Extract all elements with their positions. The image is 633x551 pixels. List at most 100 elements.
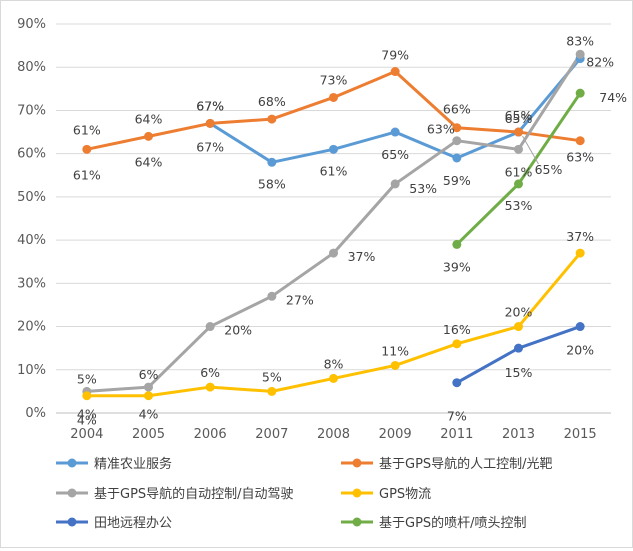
label-leader-line: [522, 135, 539, 165]
data-label: 15%: [505, 365, 533, 380]
legend-label: 精准农业服务: [94, 456, 172, 472]
data-point: [452, 239, 462, 249]
data-label: 37%: [348, 249, 376, 264]
data-point: [390, 127, 400, 137]
legend-item[interactable]: 基于GPS的喷杆/喷头控制: [341, 515, 527, 531]
y-tick-label: 70%: [17, 103, 46, 118]
data-label: 27%: [286, 292, 314, 307]
data-label: 6%: [139, 367, 159, 382]
data-label: 61%: [73, 167, 101, 182]
data-label: 63%: [427, 122, 455, 137]
legend-item[interactable]: GPS物流: [341, 487, 431, 502]
legend-label: 基于GPS导航的自动控制/自动驾驶: [94, 486, 294, 502]
data-point: [205, 382, 215, 392]
y-tick-label: 30%: [17, 276, 46, 291]
data-point: [205, 118, 215, 128]
legend-label: 基于GPS导航的人工控制/光靶: [379, 456, 553, 472]
data-point: [514, 127, 523, 137]
data-label: 37%: [566, 229, 594, 244]
data-label: 61%: [505, 164, 533, 179]
legend-marker: [352, 488, 362, 498]
data-label: 4%: [77, 407, 97, 422]
data-point: [267, 157, 277, 167]
y-tick-label: 0%: [25, 406, 46, 421]
legend-item[interactable]: 田地远程办公: [56, 516, 172, 531]
data-label: 65%: [535, 162, 563, 177]
data-label: 65%: [505, 111, 533, 126]
data-point: [514, 144, 523, 154]
legend-item[interactable]: 基于GPS导航的自动控制/自动驾驶: [56, 486, 294, 502]
data-point: [575, 136, 585, 146]
data-point: [575, 322, 585, 332]
data-label: 61%: [73, 122, 101, 137]
data-label: 64%: [135, 111, 163, 126]
data-point: [205, 322, 215, 332]
data-point: [144, 391, 153, 401]
legend-label: 基于GPS的喷杆/喷头控制: [379, 515, 527, 531]
data-point: [390, 360, 400, 370]
y-tick-label: 90%: [17, 17, 46, 32]
data-label: 58%: [258, 176, 286, 191]
data-label: 4%: [139, 407, 159, 422]
data-label: 79%: [381, 48, 409, 63]
legend-marker: [67, 517, 77, 527]
data-label: 4%: [77, 413, 97, 428]
data-point: [82, 391, 92, 401]
data-label: 65%: [381, 147, 409, 162]
data-label: 73%: [320, 72, 348, 87]
data-label: 82%: [586, 55, 614, 70]
data-label: 67%: [196, 98, 224, 113]
data-point: [452, 339, 462, 349]
y-tick-label: 60%: [17, 147, 46, 162]
data-label: 61%: [320, 163, 348, 178]
data-label: 6%: [200, 365, 220, 380]
data-label: 20%: [566, 343, 594, 358]
data-point: [390, 67, 400, 77]
y-tick-label: 50%: [17, 190, 46, 205]
x-tick-label: 2005: [132, 427, 165, 442]
y-tick-label: 20%: [17, 320, 46, 335]
legend-marker: [67, 458, 77, 468]
data-point: [329, 373, 338, 383]
data-label: 8%: [324, 356, 344, 371]
data-point: [144, 131, 153, 141]
x-tick-label: 2006: [194, 427, 227, 442]
x-tick-label: 2015: [564, 427, 597, 442]
x-tick-label: 2011: [440, 427, 473, 442]
data-point: [514, 343, 523, 353]
data-label: 53%: [409, 181, 437, 196]
legend-label: 田地远程办公: [94, 516, 172, 531]
legend-marker: [67, 488, 77, 498]
data-point: [82, 144, 92, 154]
data-label: 74%: [599, 90, 627, 105]
data-point: [329, 92, 338, 102]
data-point: [452, 153, 462, 163]
data-label: 63%: [566, 150, 594, 165]
data-label: 53%: [505, 198, 533, 213]
data-label: 7%: [447, 409, 467, 424]
data-point: [267, 114, 277, 124]
data-point: [514, 322, 523, 332]
data-point: [329, 248, 338, 258]
data-label: 20%: [224, 323, 252, 338]
data-label: 5%: [77, 371, 97, 386]
legend-item[interactable]: 精准农业服务: [56, 456, 172, 472]
data-label: 64%: [135, 154, 163, 169]
x-tick-label: 2013: [502, 427, 535, 442]
data-point: [267, 386, 277, 396]
legend-label: GPS物流: [379, 487, 431, 502]
data-point: [452, 378, 462, 388]
data-point: [514, 179, 523, 189]
data-label: 66%: [443, 102, 471, 117]
data-point: [452, 136, 462, 146]
legend-item[interactable]: 基于GPS导航的人工控制/光靶: [341, 456, 553, 472]
data-label: 83%: [566, 33, 594, 48]
data-point: [575, 248, 585, 258]
data-point: [575, 88, 585, 98]
legend-marker: [352, 517, 362, 527]
data-label: 20%: [505, 305, 533, 320]
data-label: 39%: [443, 259, 471, 274]
data-label: 11%: [381, 343, 409, 358]
x-tick-label: 2008: [317, 427, 350, 442]
